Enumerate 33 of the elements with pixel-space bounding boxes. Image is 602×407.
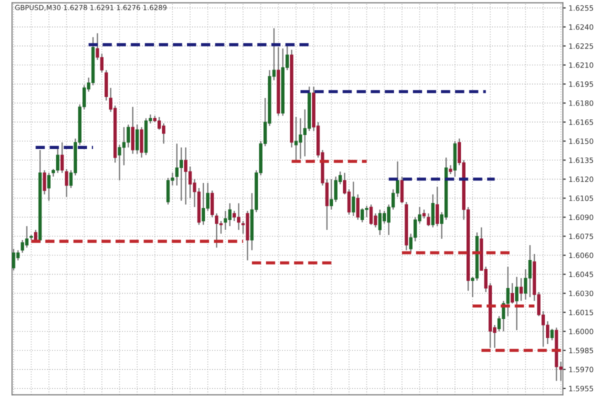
candlestick — [550, 328, 554, 341]
candlestick — [520, 277, 523, 302]
candlestick — [352, 181, 356, 217]
candlestick — [369, 204, 373, 226]
candlestick — [140, 126, 144, 158]
candlestick — [378, 208, 382, 236]
candlestick — [42, 170, 46, 196]
candlestick — [136, 124, 139, 154]
candlestick — [224, 210, 228, 231]
candlestick — [431, 194, 435, 228]
candlestick — [175, 143, 179, 186]
candlestick — [214, 212, 218, 248]
candlestick — [426, 212, 430, 227]
candlestick — [64, 168, 68, 198]
candlestick — [400, 176, 404, 204]
candlestick — [122, 126, 126, 166]
candlestick — [510, 282, 514, 304]
candlestick — [131, 106, 134, 154]
candlestick — [202, 182, 206, 226]
candlestick — [298, 118, 302, 160]
candlestick — [118, 144, 122, 182]
candlestick — [166, 177, 170, 206]
candlestick — [47, 172, 51, 202]
candlestick — [20, 239, 24, 254]
candlestick — [528, 244, 532, 298]
candlestick — [60, 142, 64, 174]
candlestick — [436, 186, 439, 227]
candlestick — [330, 178, 334, 210]
candlestick — [356, 194, 360, 220]
candlestick — [294, 116, 298, 161]
candlestick — [506, 266, 510, 317]
candlestick — [210, 190, 214, 218]
candlestick — [515, 276, 518, 331]
